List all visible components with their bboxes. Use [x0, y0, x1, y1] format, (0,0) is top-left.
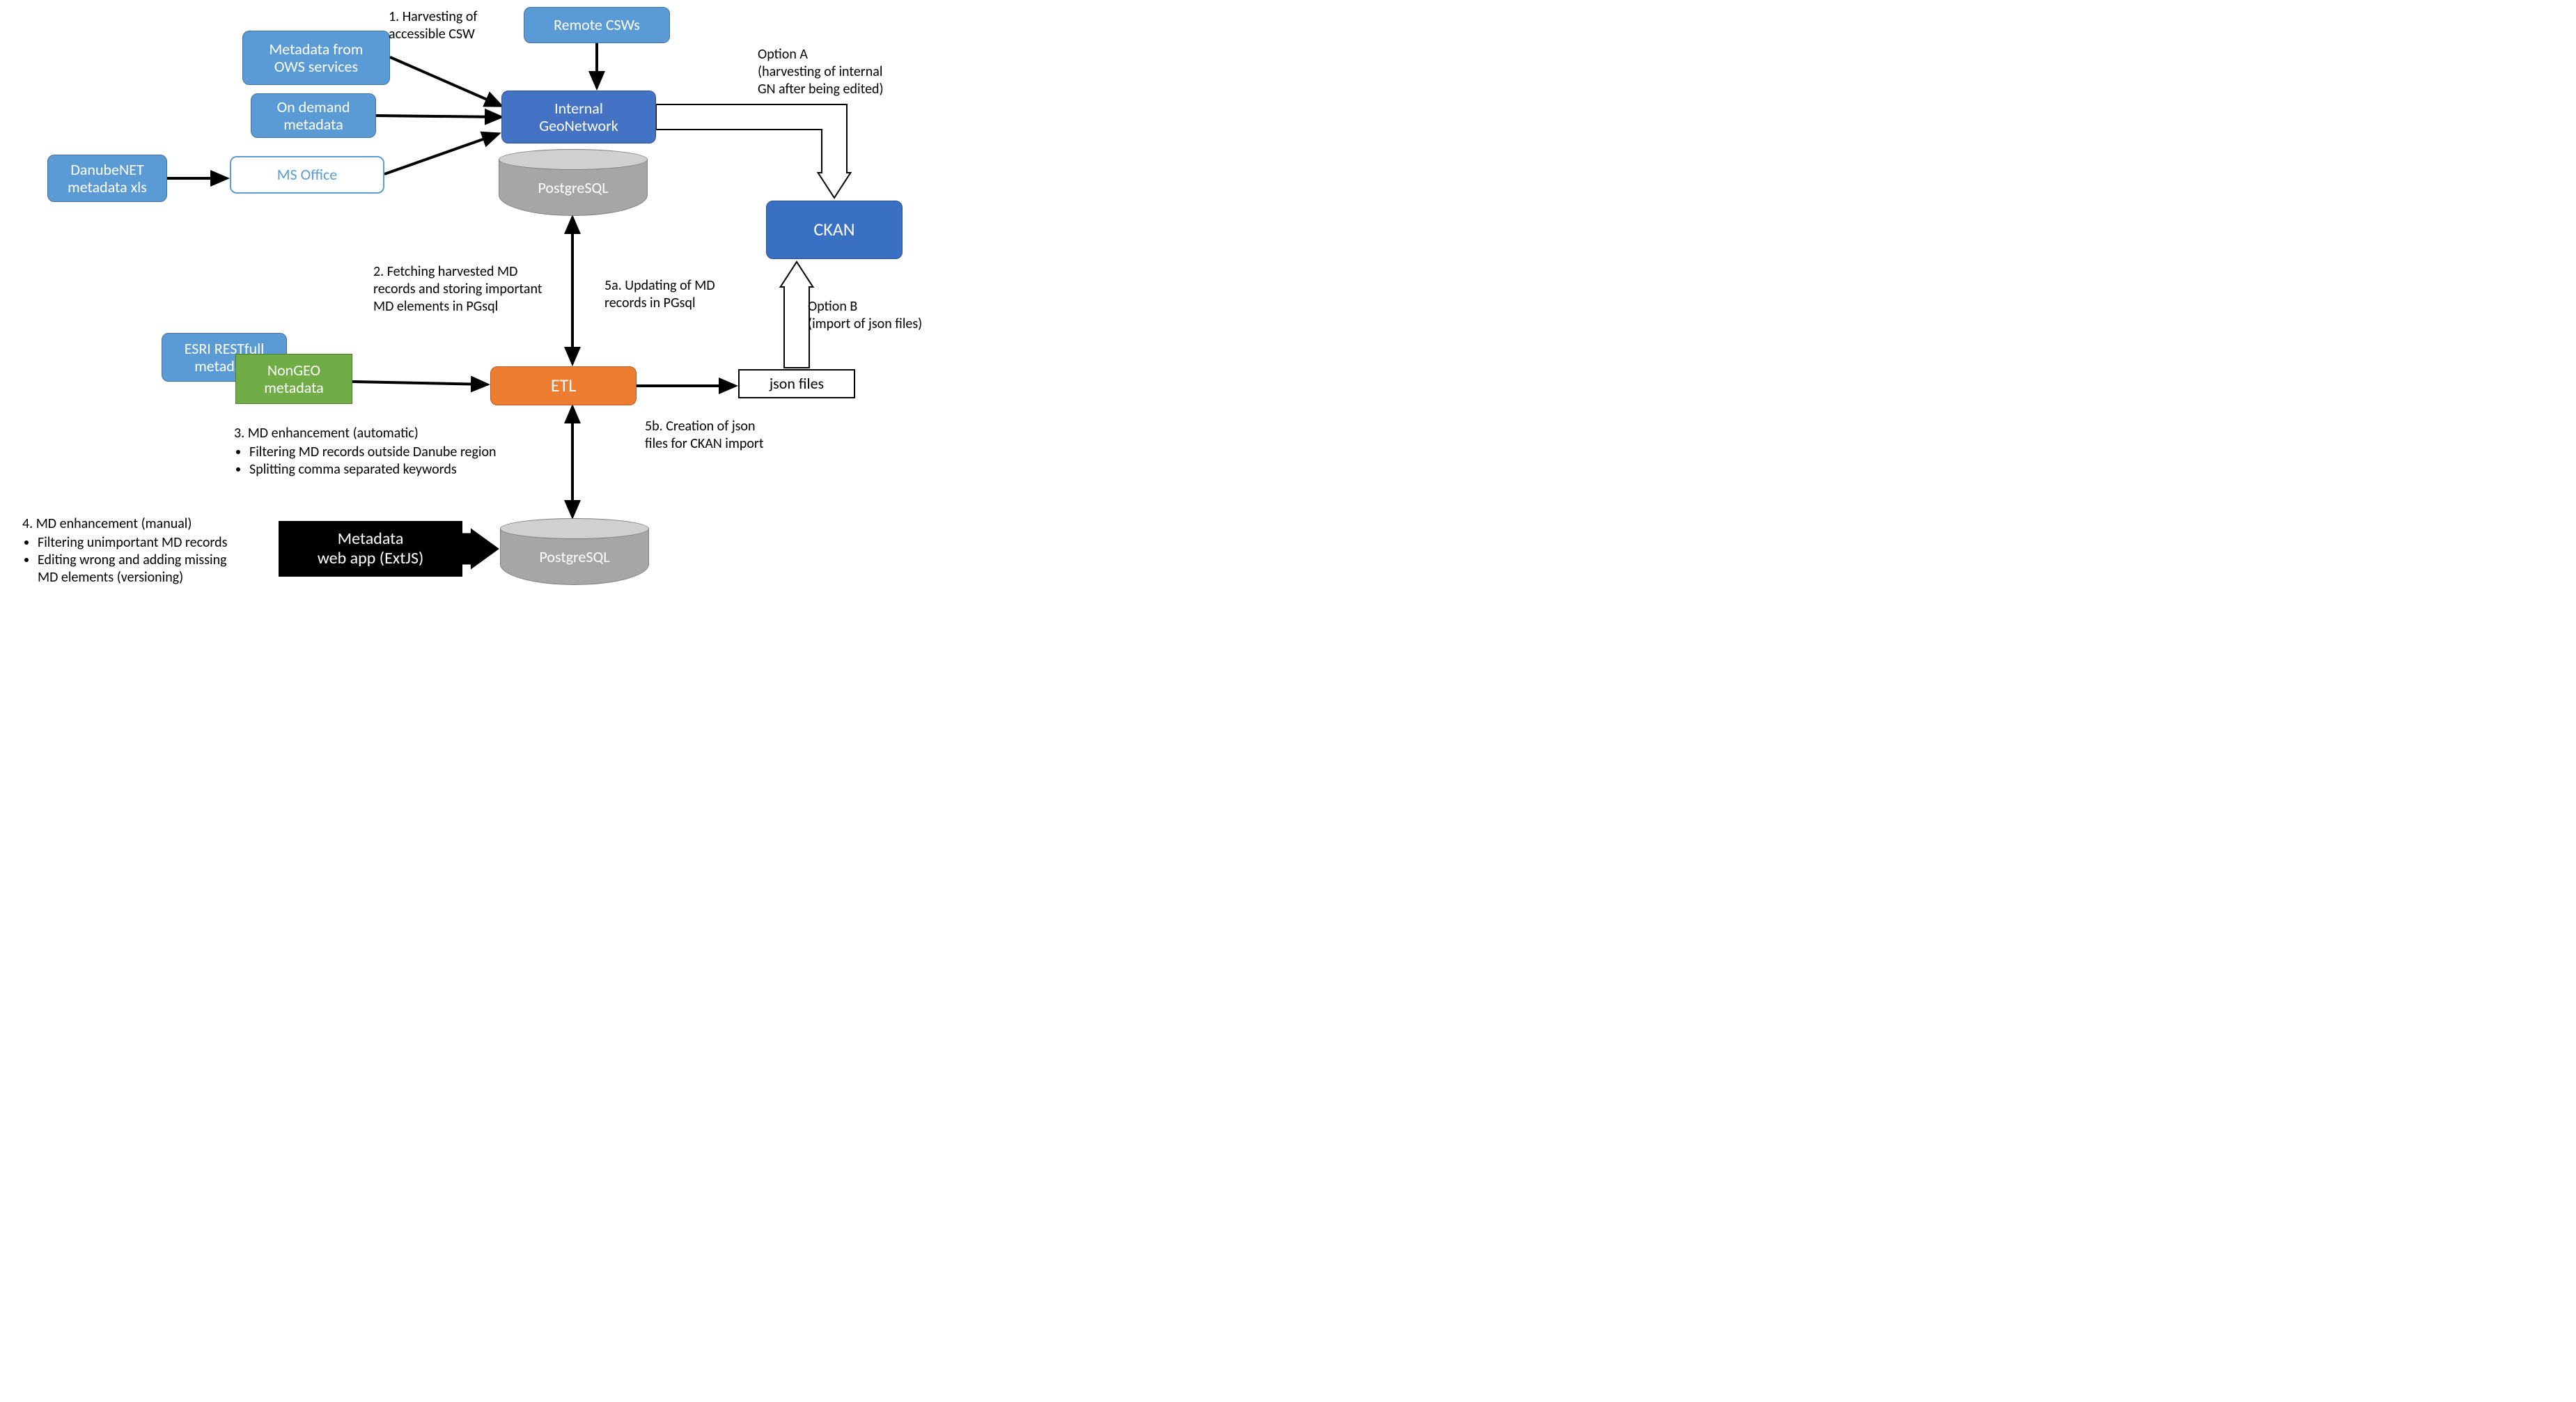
annotation-a4-bullets: Filtering unimportant MD recordsEditing … — [22, 534, 227, 586]
edge-ows-to-gn — [390, 57, 501, 106]
node-ows: Metadata from OWS services — [242, 31, 390, 85]
annotation-optA: Option A (harvesting of internal GN afte… — [758, 46, 884, 98]
edge-msoffice-to-gn — [384, 134, 499, 174]
annotation-a4-title: 4. MD enhancement (manual) — [22, 515, 227, 533]
edge-gn-to-ckan — [656, 104, 850, 198]
node-danube: DanubeNET metadata xls — [47, 155, 167, 202]
cylinder-pg_top: PostgreSQL — [499, 149, 648, 216]
node-webapp: Metadata web app (ExtJS) — [279, 521, 462, 577]
annotation-a4: 4. MD enhancement (manual)Filtering unim… — [22, 515, 227, 586]
annotation-a3-title: 3. MD enhancement (automatic) — [234, 425, 497, 442]
edge-webapp-to-pg2 — [462, 529, 499, 568]
node-nongeo: NonGEO metadata — [235, 354, 352, 404]
cylinder-pg_bottom: PostgreSQL — [500, 518, 649, 585]
annotation-a3-bullets: Filtering MD records outside Danube regi… — [234, 444, 497, 478]
annotation-a5b: 5b. Creation of json files for CKAN impo… — [645, 418, 764, 453]
node-geonetwork: Internal GeoNetwork — [501, 91, 656, 143]
annotation-optB: Option B (import of json files) — [808, 298, 922, 333]
node-remote_csw: Remote CSWs — [524, 7, 670, 43]
node-json_files: json files — [738, 369, 855, 398]
annotation-a2: 2. Fetching harvested MD records and sto… — [373, 263, 542, 316]
annotation-a3-bullet: Filtering MD records outside Danube regi… — [249, 444, 497, 461]
annotation-a3-bullet: Splitting comma separated keywords — [249, 461, 497, 478]
annotation-a1: 1. Harvesting of accessible CSW — [389, 8, 478, 43]
node-etl: ETL — [490, 366, 637, 405]
annotation-a5a: 5a. Updating of MD records in PGsql — [604, 277, 715, 312]
diagram-canvas: Remote CSWs Metadata from OWS services On … — [0, 0, 1031, 606]
annotation-a4-bullet: Filtering unimportant MD records — [38, 534, 227, 552]
edge-ondemand-to-gn — [376, 116, 501, 117]
node-ms_office: MS Office — [230, 156, 384, 194]
annotation-a4-bullet: Editing wrong and adding missing MD elem… — [38, 552, 227, 586]
node-ckan: CKAN — [766, 201, 903, 259]
node-on_demand: On demand metadata — [251, 93, 376, 138]
edge-nongeo-to-etl — [352, 382, 487, 384]
annotation-a3: 3. MD enhancement (automatic) Filtering M… — [234, 425, 497, 478]
